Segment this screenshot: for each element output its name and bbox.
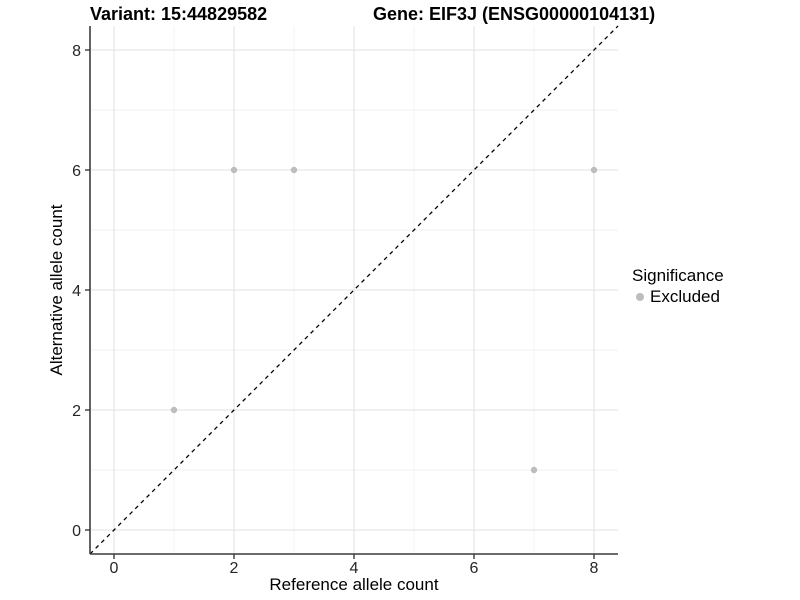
legend-item-label: Excluded [650,287,720,306]
legend-key-dot-icon [636,293,644,301]
data-point [290,166,298,174]
y-tick-label: 6 [72,163,81,180]
x-tick-label: 4 [350,560,359,577]
plot-title-variant: Variant: 15:44829582 [90,4,268,24]
x-tick-label: 2 [230,560,239,577]
x-axis-title: Reference allele count [269,575,439,594]
legend-item-excluded: Excluded [632,287,724,306]
x-tick-label: 8 [590,560,599,577]
y-axis-title: Alternative allele count [47,204,66,376]
data-point [530,466,538,474]
legend-title: Significance [632,266,724,285]
data-point [590,166,598,174]
legend: Significance Excluded [632,266,724,306]
y-tick-label: 4 [72,283,81,300]
data-point [170,406,178,414]
x-tick-label: 6 [470,560,479,577]
y-tick-label: 8 [72,43,81,60]
data-point [230,166,238,174]
plot-title-gene: Gene: EIF3J (ENSG00000104131) [373,4,656,24]
y-tick-label: 2 [72,403,81,420]
y-tick-label: 0 [72,523,81,540]
x-tick-label: 0 [110,560,119,577]
